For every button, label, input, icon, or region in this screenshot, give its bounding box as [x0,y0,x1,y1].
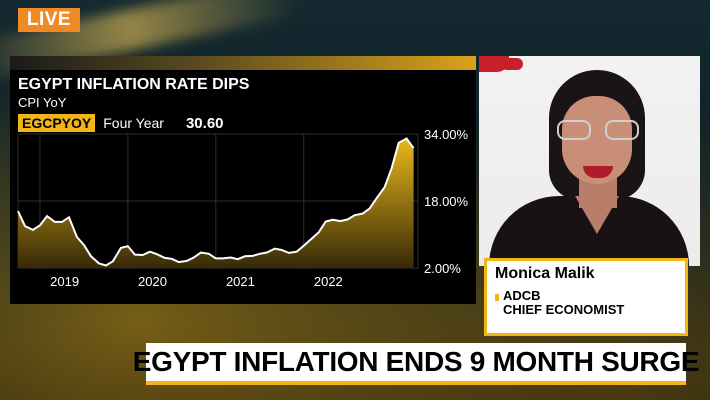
y-tick-label: 2.00% [424,261,461,276]
headline-text: EGYPT INFLATION ENDS 9 MONTH SURGE [132,346,700,377]
ticker-last-value: 30.60 [185,114,224,132]
guest-name: Monica Malik [495,265,595,282]
y-tick-label: 18.00% [424,194,469,209]
x-tick-label: 2019 [50,274,79,289]
chart-title: EGYPT INFLATION RATE DIPS [18,76,250,93]
glasses-right-lens [605,120,639,140]
guest-neckline [575,196,619,234]
x-tick-label: 2021 [226,274,255,289]
guest-title: ADCB CHIEF ECONOMIST [503,289,624,317]
x-axis-strip [10,290,476,300]
ticker-row: EGCPYOY Four Year 30.60 [18,114,224,132]
glasses-icon [557,120,639,142]
ticker-symbol: EGCPYOY [18,114,96,132]
guest-org: ADCB [503,288,541,303]
y-tick-label: 34.00% [424,127,469,142]
x-tick-label: 2022 [314,274,343,289]
glasses-left-lens [557,120,591,140]
guest-video [479,56,700,266]
guest-nameplate: Monica Malik ADCB CHIEF ECONOMIST [484,258,688,336]
chart-panel: EGYPT INFLATION RATE DIPS CPI YoY EGCPYO… [10,56,476,304]
chart-subtitle: CPI YoY [18,95,67,110]
adcb-logo-shape-2 [501,58,523,70]
guest-role: CHIEF ECONOMIST [503,302,625,317]
inflation-chart: 34.00% 18.00% 2.00% 2019 2020 2021 2022 [10,127,476,300]
live-badge: LIVE [18,8,80,32]
cpi-area-fill [18,138,414,268]
guest-mouth [583,166,613,178]
chart-top-bar [10,56,476,70]
headline-banner: EGYPT INFLATION ENDS 9 MONTH SURGE [133,343,700,385]
x-tick-label: 2020 [138,274,167,289]
cpi-series-line [17,137,415,267]
ticker-period: Four Year [103,115,164,131]
guest-title-marker [495,294,499,301]
